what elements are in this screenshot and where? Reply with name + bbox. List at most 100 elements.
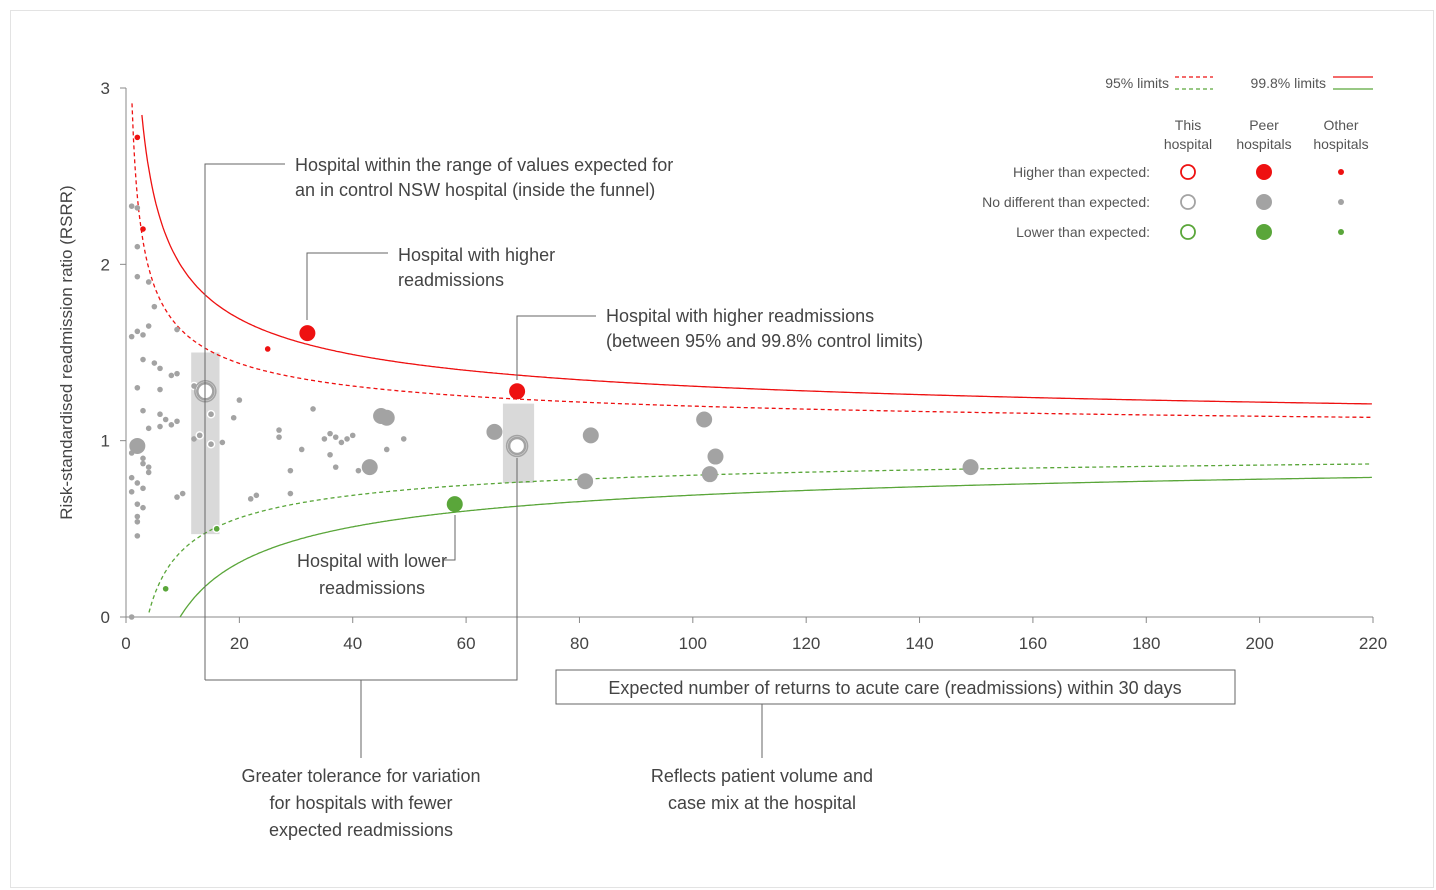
other-hospital-point [145,469,152,476]
annotation-leader-higher [306,252,388,320]
other-hospital-point [208,411,214,418]
y-axis-label: Risk-standardised readmission ratio (RSR… [57,185,76,519]
legend-row-label: Lower than expected: [1016,224,1150,240]
other-hospital-point [208,441,214,447]
x-tick-label: 60 [457,634,476,653]
other-hospital-point [140,356,146,363]
x-tick-label: 80 [570,634,589,653]
other-hospital-point [140,455,146,462]
x-tick-label: 0 [121,634,130,653]
annotation-between-line: (between 95% and 99.8% control limits) [606,331,923,351]
limit-line [179,476,1372,618]
hospital-points [128,134,979,620]
annotation-lower: Hospital with lower readmissions [297,551,447,598]
legend-other-marker [1338,229,1344,235]
this-hospital-outer [507,436,527,456]
x-tick-label: 160 [1019,634,1047,653]
legend-column-header: This hospital [1164,117,1212,152]
annotation-bracket [205,458,518,681]
legend-this-marker [1180,194,1196,210]
annotation-higher-line: readmissions [398,270,504,290]
x-tick-label: 200 [1245,634,1273,653]
other-hospital-point [151,303,158,310]
y-tick-label: 1 [101,432,110,451]
x-tick-label: 120 [792,634,820,653]
other-hospital-point [321,436,328,442]
x-tick-label: 220 [1359,634,1387,653]
other-hospital-point [174,370,180,377]
other-hospital-ring [189,381,199,391]
annotation-tolerance-line: for hospitals with fewer [269,793,452,813]
other-hospital-point [349,432,356,439]
legend-other-marker [1338,169,1344,175]
annotation-higher: Hospital with higher readmissions [398,245,555,290]
x-axis-label: Expected number of returns to acute care… [608,678,1181,698]
other-hospital-point [134,480,141,486]
legend-column-header-line: Peer [1249,117,1279,133]
other-hospital-point [128,203,135,209]
annotation-leader-funnel [204,163,285,680]
peer-hospital-point [129,437,146,454]
other-hospital-point [145,464,152,470]
legend-peer-marker [1256,224,1272,240]
other-hospital-point [310,406,316,412]
annotations: Hospital within the range of values expe… [204,155,923,840]
other-hospital-point [298,446,305,453]
other-hospital-point [134,501,141,507]
other-hospital-point [327,451,333,458]
other-hospital-point [168,372,175,379]
other-hospital-point [332,464,339,470]
other-hospital-point [145,323,152,329]
other-hospital-point [162,416,169,423]
limit-line [131,103,1372,419]
other-hospital-point [174,418,180,425]
annotation-between-line: Hospital with higher readmissions [606,306,874,326]
other-hospital-point [196,432,203,439]
other-hospital-point [191,436,197,442]
legend-peer-marker [1256,194,1272,210]
other-hospital-point [355,467,362,474]
other-hospital-point [157,411,163,418]
other-hospital-point [219,439,226,446]
other-hospital-point [179,490,186,497]
peer-hospital-point [446,496,463,513]
other-hospital-point [213,526,220,532]
peer-hospital-point [577,473,594,490]
other-hospital-point [157,365,163,372]
legend-row-label: Higher than expected: [1013,164,1150,180]
other-hospital-point [287,467,294,474]
other-hospital-point [128,614,135,620]
x-tick-label: 100 [679,634,707,653]
other-hospital-point [140,332,146,338]
peer-hospital-point [707,448,724,465]
annotation-volume-line: case mix at the hospital [668,793,856,813]
x-axis-label-box [555,669,1236,705]
limit-line [148,463,1372,613]
legend-this-marker [1180,224,1196,240]
other-hospital-point [338,439,345,446]
x-tick-label: 40 [343,634,362,653]
annotation-leader-lower [443,515,456,561]
legend-peer-marker [1256,164,1272,180]
annotation-volume: Reflects patient volume and case mix at t… [651,766,873,813]
other-hospital-point [344,436,350,442]
this-hospital-halo [505,434,529,458]
legend-other-marker [1338,199,1344,205]
legend-998-label: 99.8% limits [1251,75,1326,91]
legend-row-label: No different than expected: [982,194,1150,210]
annotation-lower-line: readmissions [319,578,425,598]
other-hospital-point [145,425,152,432]
annotation-funnel-line: an in control NSW hospital (inside the f… [295,180,655,200]
legend-column-header-line: hospital [1164,136,1212,152]
y-tick-label: 0 [101,608,110,627]
other-hospital-point [236,397,243,403]
other-hospital-point [168,421,175,428]
other-hospital-ring [206,409,216,419]
annotation-tolerance-line: Greater tolerance for variation [241,766,480,786]
other-hospital-point [140,460,146,467]
legend-95-label: 95% limits [1105,75,1169,91]
other-hospital-point [140,407,146,414]
chart-frame [10,10,1434,888]
peer-hospital-point [299,325,316,342]
